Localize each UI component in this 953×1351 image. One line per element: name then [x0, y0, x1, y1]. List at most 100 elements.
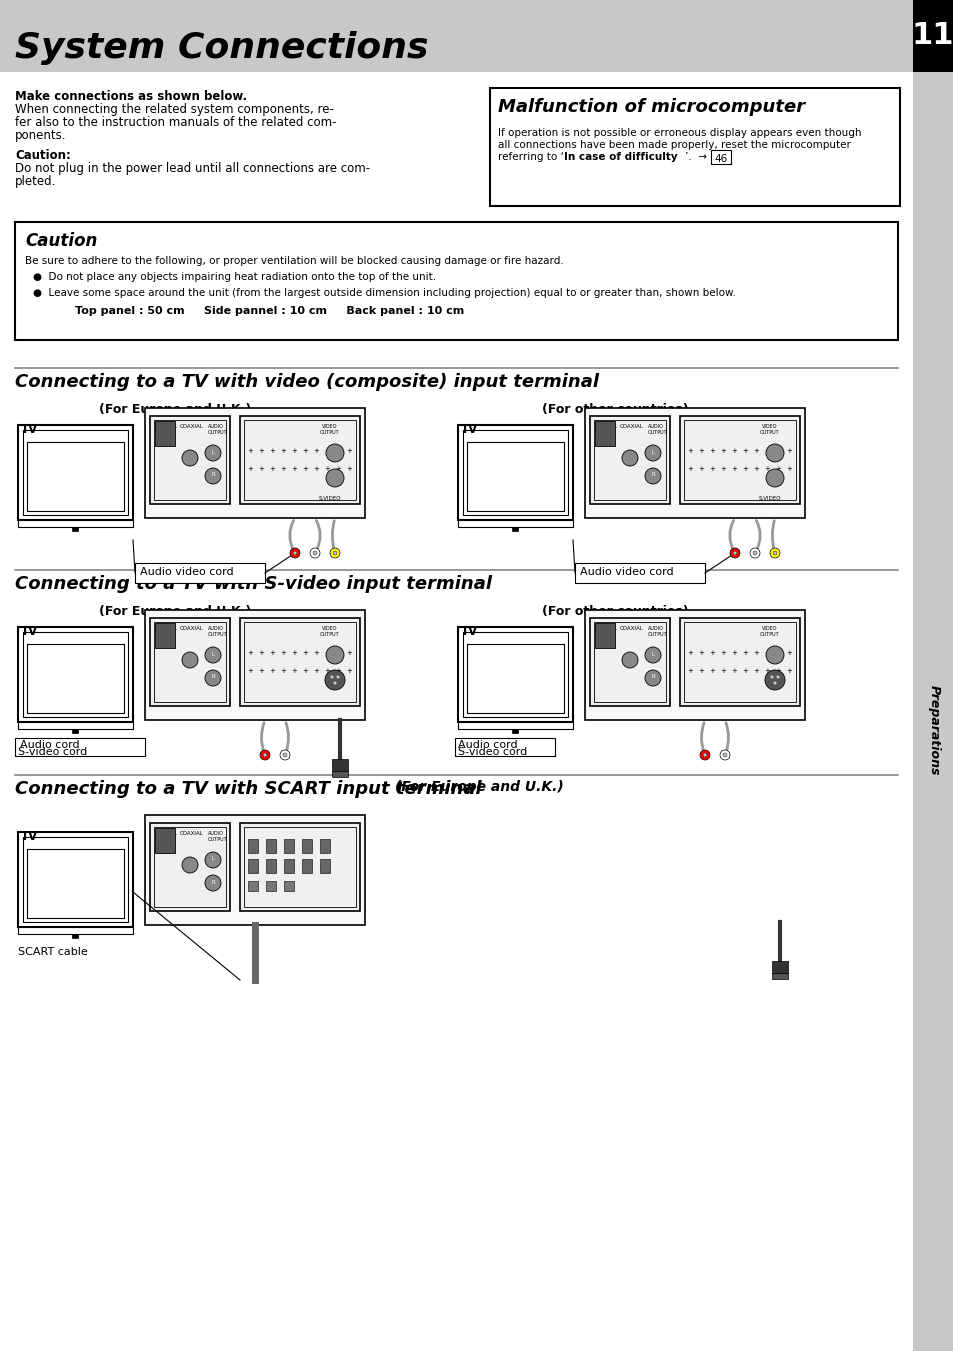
- Circle shape: [644, 670, 660, 686]
- Text: +: +: [730, 466, 736, 471]
- Bar: [575, 563, 704, 584]
- Text: +: +: [686, 667, 692, 674]
- Bar: [145, 408, 365, 517]
- Bar: [240, 416, 359, 504]
- Text: Audio video cord: Audio video cord: [140, 567, 233, 577]
- Bar: [18, 832, 132, 927]
- Bar: [284, 859, 294, 873]
- Circle shape: [283, 753, 287, 757]
- Bar: [584, 611, 804, 720]
- Text: +: +: [247, 667, 253, 674]
- Text: referring to ‘: referring to ‘: [497, 153, 563, 162]
- Text: +: +: [346, 449, 352, 454]
- Bar: [23, 838, 128, 921]
- Bar: [153, 827, 226, 907]
- Bar: [490, 88, 899, 205]
- Circle shape: [621, 653, 638, 667]
- Text: VIDEO
OUTPUT: VIDEO OUTPUT: [760, 626, 779, 636]
- Text: +: +: [741, 449, 747, 454]
- Text: Caution: Caution: [25, 232, 97, 250]
- Text: COAXIAL: COAXIAL: [180, 626, 204, 631]
- Text: +: +: [258, 667, 264, 674]
- Text: R: R: [651, 473, 654, 477]
- Text: AUDIO
OUTPUT: AUDIO OUTPUT: [208, 424, 228, 435]
- Text: +: +: [335, 650, 340, 657]
- Bar: [145, 611, 365, 720]
- Text: Malfunction of microcomputer: Malfunction of microcomputer: [497, 99, 804, 116]
- Bar: [154, 623, 174, 648]
- Text: VIDEO
OUTPUT: VIDEO OUTPUT: [320, 424, 339, 435]
- Text: SCART cable: SCART cable: [18, 947, 88, 957]
- Bar: [467, 644, 563, 713]
- Text: TV: TV: [21, 830, 38, 843]
- Text: +: +: [302, 650, 308, 657]
- Circle shape: [644, 467, 660, 484]
- Text: Do not plug in the power lead until all connections are com-: Do not plug in the power lead until all …: [15, 162, 370, 176]
- Text: +: +: [708, 449, 714, 454]
- Text: OPTICAL: OPTICAL: [595, 424, 618, 430]
- Text: +: +: [280, 449, 286, 454]
- Circle shape: [773, 681, 776, 685]
- Circle shape: [732, 551, 737, 555]
- Text: +: +: [763, 667, 769, 674]
- Circle shape: [749, 549, 760, 558]
- Text: +: +: [313, 466, 318, 471]
- Bar: [512, 527, 517, 531]
- Circle shape: [776, 676, 779, 678]
- Bar: [154, 422, 174, 446]
- Circle shape: [752, 551, 757, 555]
- Text: +: +: [752, 466, 759, 471]
- Circle shape: [263, 753, 267, 757]
- Bar: [457, 627, 573, 721]
- Bar: [912, 72, 953, 1351]
- Bar: [683, 420, 795, 500]
- Text: pleted.: pleted.: [15, 176, 56, 188]
- Text: Audio cord: Audio cord: [457, 740, 517, 750]
- Text: +: +: [785, 650, 791, 657]
- Circle shape: [729, 549, 740, 558]
- Circle shape: [772, 551, 776, 555]
- Text: VIDEO
OUTPUT: VIDEO OUTPUT: [760, 424, 779, 435]
- Circle shape: [290, 549, 299, 558]
- Text: +: +: [247, 449, 253, 454]
- Bar: [145, 815, 365, 925]
- Text: +: +: [741, 667, 747, 674]
- Text: If operation is not possible or erroneous display appears even though: If operation is not possible or erroneou…: [497, 128, 861, 138]
- Bar: [319, 859, 330, 873]
- Bar: [240, 823, 359, 911]
- Bar: [27, 442, 124, 511]
- Text: +: +: [763, 449, 769, 454]
- Bar: [679, 617, 800, 707]
- Text: Connecting to a TV with S-video input terminal: Connecting to a TV with S-video input te…: [15, 576, 492, 593]
- Text: TV: TV: [21, 423, 38, 436]
- Circle shape: [205, 647, 221, 663]
- Text: Make connections as shown below.: Make connections as shown below.: [15, 91, 247, 103]
- Text: In case of difficulty: In case of difficulty: [563, 153, 677, 162]
- Bar: [771, 973, 787, 979]
- Text: +: +: [291, 667, 296, 674]
- Circle shape: [722, 753, 726, 757]
- Text: Connecting to a TV with SCART input terminal: Connecting to a TV with SCART input term…: [15, 780, 481, 798]
- Text: +: +: [698, 449, 703, 454]
- Bar: [18, 627, 132, 721]
- Bar: [284, 881, 294, 892]
- Circle shape: [205, 852, 221, 867]
- Circle shape: [280, 750, 290, 761]
- Circle shape: [769, 549, 780, 558]
- Bar: [594, 420, 665, 500]
- Bar: [15, 222, 897, 340]
- Text: COAXIAL: COAXIAL: [180, 831, 204, 836]
- Text: +: +: [686, 466, 692, 471]
- Text: +: +: [335, 466, 340, 471]
- Text: +: +: [302, 667, 308, 674]
- Text: +: +: [774, 466, 781, 471]
- Circle shape: [720, 750, 729, 761]
- Bar: [23, 430, 128, 515]
- Circle shape: [182, 857, 198, 873]
- Text: +: +: [291, 449, 296, 454]
- Text: L: L: [651, 651, 654, 657]
- Bar: [455, 738, 555, 757]
- Text: +: +: [269, 667, 274, 674]
- Bar: [594, 621, 665, 703]
- Text: S.VIDEO: S.VIDEO: [758, 496, 781, 501]
